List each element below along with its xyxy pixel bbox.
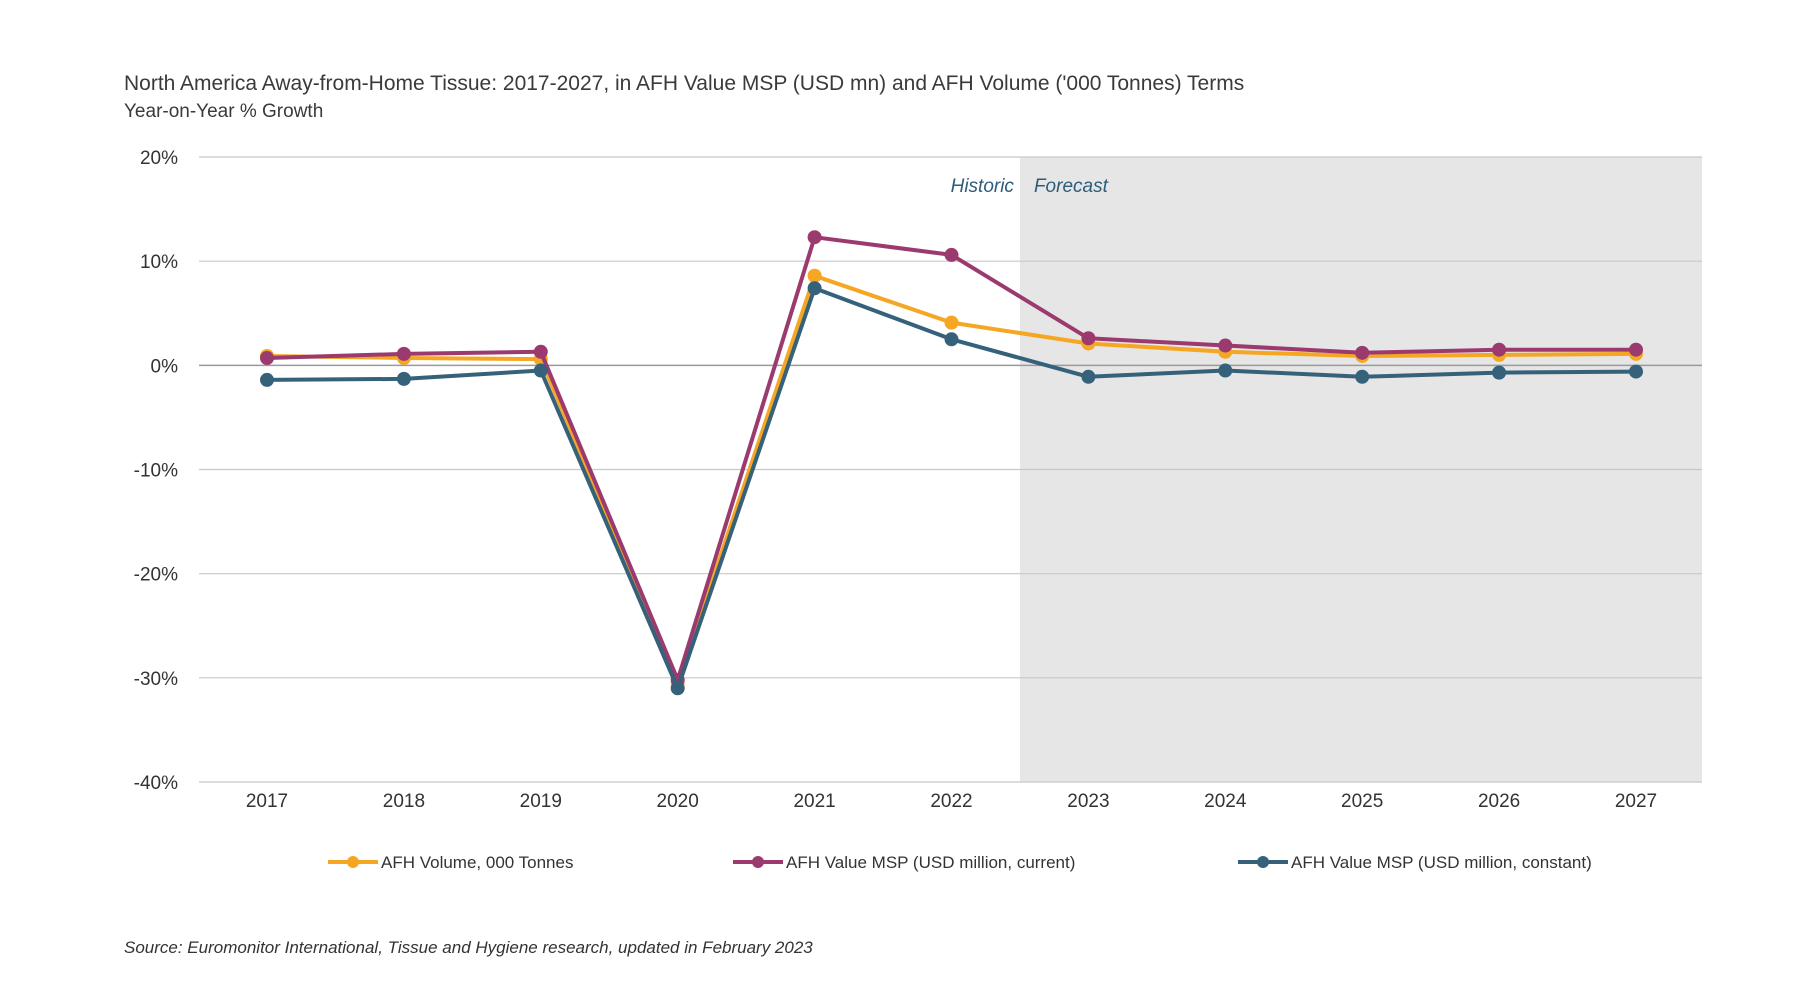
data-point <box>1218 338 1233 353</box>
y-tick-label: -40% <box>134 773 178 794</box>
data-point <box>1492 342 1507 357</box>
data-point <box>260 351 274 366</box>
x-tick-label: 2020 <box>657 791 699 812</box>
x-tick-label: 2019 <box>520 791 562 812</box>
legend-item: AFH Volume, 000 Tonnes <box>328 853 573 872</box>
annotations: Historic Forecast <box>951 176 1109 197</box>
x-tick-label: 2018 <box>383 791 425 812</box>
data-point <box>1081 331 1096 346</box>
x-tick-label: 2021 <box>793 791 835 812</box>
data-point <box>807 268 822 283</box>
x-tick-label: 2024 <box>1204 791 1247 812</box>
data-point <box>396 371 411 386</box>
source-note: Source: Euromonitor International, Tissu… <box>124 938 813 957</box>
data-point <box>944 247 959 262</box>
legend-swatch-marker <box>347 856 359 868</box>
y-tick-label: -20% <box>134 565 178 586</box>
legend: AFH Volume, 000 Tonnes AFH Value MSP (USD… <box>328 853 1592 872</box>
legend-swatch-marker <box>752 856 764 868</box>
x-tick-label: 2027 <box>1615 791 1657 812</box>
data-point <box>1218 363 1233 378</box>
y-tick-label: -30% <box>134 669 178 690</box>
legend-item: AFH Value MSP (USD million, current) <box>733 853 1075 872</box>
data-point <box>1355 369 1370 384</box>
data-point <box>533 344 548 359</box>
gridlines <box>199 156 1702 783</box>
data-point <box>944 332 959 347</box>
legend-label: AFH Value MSP (USD million, current) <box>786 853 1075 872</box>
data-point <box>944 315 959 330</box>
data-point <box>807 281 822 296</box>
forecast-annotation: Forecast <box>1034 176 1109 197</box>
data-point <box>260 372 274 387</box>
data-point <box>1629 342 1643 357</box>
data-point <box>1492 365 1507 380</box>
data-point <box>396 346 411 361</box>
y-axis-ticks: 20% 10% 0% -10% -20% -30% -40% <box>134 148 178 794</box>
y-tick-label: 0% <box>151 356 179 377</box>
x-tick-label: 2025 <box>1341 791 1383 812</box>
series-2 <box>260 230 1643 687</box>
series-lines <box>260 230 1643 696</box>
historic-annotation: Historic <box>951 176 1015 197</box>
data-point <box>1081 369 1096 384</box>
x-tick-label: 2017 <box>246 791 288 812</box>
legend-label: AFH Value MSP (USD million, constant) <box>1291 853 1592 872</box>
chart-title: North America Away-from-Home Tissue: 201… <box>124 72 1245 95</box>
x-tick-label: 2023 <box>1067 791 1109 812</box>
x-axis-ticks: 2017 2018 2019 2020 2021 2022 2023 2024 2025 2026… <box>246 791 1657 812</box>
data-point <box>670 681 685 696</box>
x-tick-label: 2026 <box>1478 791 1520 812</box>
legend-item: AFH Value MSP (USD million, constant) <box>1238 853 1592 872</box>
chart-subtitle: Year-on-Year % Growth <box>124 101 324 122</box>
y-tick-label: 20% <box>140 148 178 169</box>
legend-label: AFH Volume, 000 Tonnes <box>381 853 573 872</box>
y-tick-label: -10% <box>134 461 178 482</box>
data-point <box>1629 364 1643 379</box>
x-tick-label: 2022 <box>930 791 972 812</box>
y-tick-label: 10% <box>140 252 178 273</box>
data-point <box>807 230 822 245</box>
data-point <box>533 363 548 378</box>
series-3 <box>260 281 1643 696</box>
data-point <box>1355 345 1370 360</box>
legend-swatch-marker <box>1257 856 1269 868</box>
